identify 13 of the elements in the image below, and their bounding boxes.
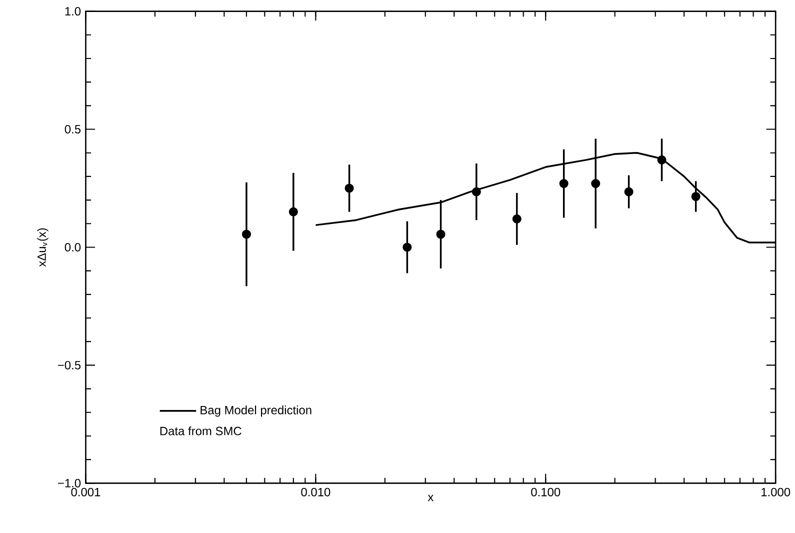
x-tick-label: 1.000 [762, 488, 790, 496]
y-axis-title: xΔu$_{v}$(x) [37, 228, 48, 267]
y-tick-label: −0.5 [58, 360, 81, 370]
legend-label: Bag Model prediction [200, 406, 312, 417]
y-tick-label: −1.0 [58, 478, 81, 488]
x-tick-label: 0.010 [301, 488, 330, 496]
y-tick-label: 0.0 [64, 242, 81, 252]
x-tick-label: 0.100 [531, 488, 560, 496]
annotation: Data from SMC [160, 426, 242, 436]
x-tick-label: 0.001 [71, 488, 100, 496]
y-tick-label: 0.5 [64, 125, 81, 134]
y-tick-label: 1.0 [65, 7, 81, 16]
x-axis-title: x [428, 494, 434, 502]
